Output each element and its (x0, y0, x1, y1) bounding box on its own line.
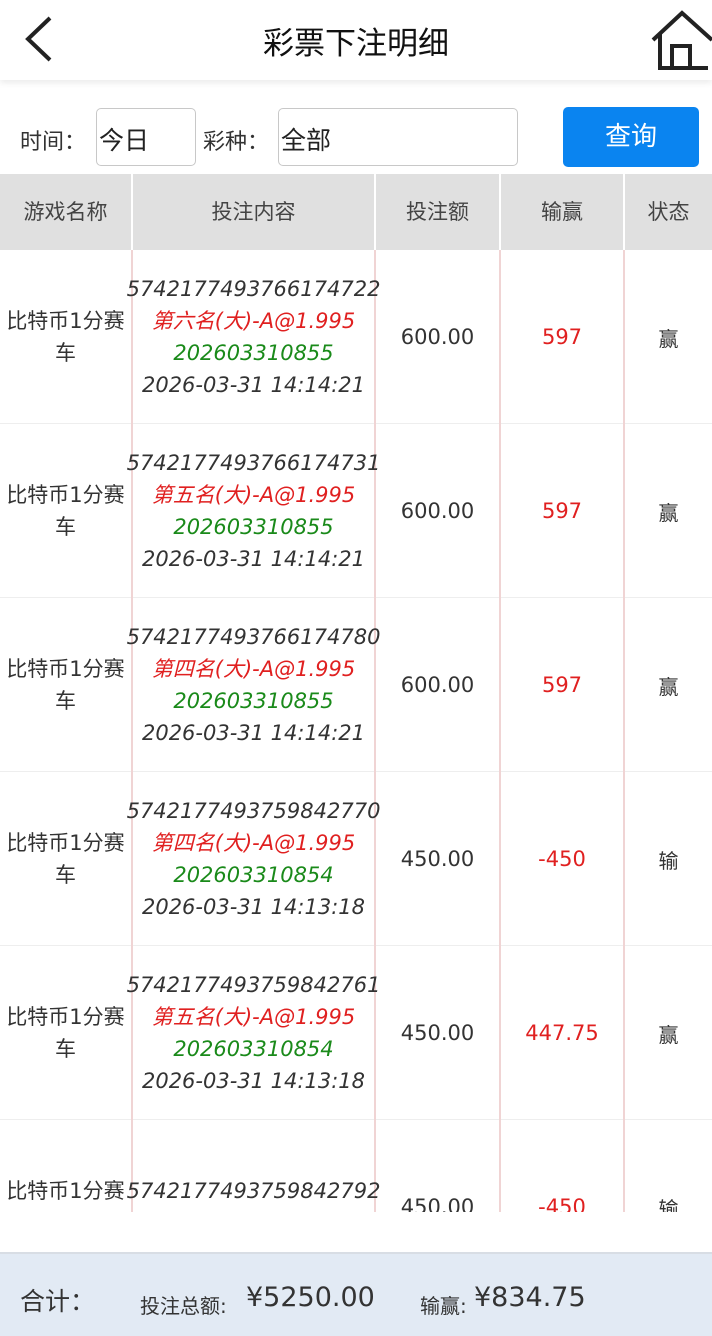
game-name: 比特币1分赛车 (0, 424, 133, 598)
bet-time: 2026-03-31 14:13:18 (141, 895, 366, 919)
bet-play: 第五名(大)-A@1.995 (151, 483, 356, 507)
bet-id: 5742177493766174722 (126, 277, 381, 301)
bet-status: 赢 (658, 1022, 679, 1047)
bet-amount: 450.00 (376, 1120, 501, 1212)
time-select[interactable]: 今日 (96, 108, 196, 166)
table-body[interactable]: 比特币1分赛车 5742177493766174722 第六名(大)-A@1.9… (0, 250, 712, 1212)
win-loss: 597 (501, 598, 625, 772)
win-loss: 597 (501, 424, 625, 598)
query-button[interactable]: 查询 (563, 107, 699, 167)
chevron-left-icon (25, 16, 52, 62)
column-header: 状态 (647, 200, 690, 224)
bet-total-label: 投注总额: (140, 1294, 227, 1318)
bet-time: 2026-03-31 14:13:18 (141, 1069, 366, 1093)
time-label: 时间： (20, 130, 87, 155)
bet-amount: 600.00 (376, 598, 501, 772)
bet-content: 5742177493759842792 第六名(大)-A@1.995 (127, 1120, 380, 1212)
winloss-total-label: 输赢: (420, 1294, 467, 1318)
bet-id: 5742177493759842770 (126, 799, 381, 823)
table-header: 游戏名称 投注内容 投注额 输赢 状态 (0, 174, 712, 250)
bet-content: 5742177493766174722 第六名(大)-A@1.995 20260… (127, 250, 380, 424)
game-name: 比特币1分赛车 (0, 772, 133, 946)
bet-play: 第四名(大)-A@1.995 (151, 831, 356, 855)
bet-play: 第六名(大)-A@1.995 (152, 1207, 355, 1212)
home-icon (651, 10, 712, 70)
bet-issue: 202603310855 (173, 341, 334, 365)
table-row: 比特币1分赛车 5742177493766174780 第四名(大)-A@1.9… (0, 598, 712, 772)
bet-id: 5742177493766174731 (126, 451, 381, 475)
bet-content: 5742177493759842770 第四名(大)-A@1.995 20260… (127, 772, 380, 946)
bet-play: 第四名(大)-A@1.995 (151, 657, 356, 681)
lottery-type-select[interactable]: 全部 (278, 108, 518, 166)
table-row: 比特币1分赛车 5742177493759842761 第五名(大)-A@1.9… (0, 946, 712, 1120)
back-button[interactable] (20, 14, 60, 64)
bet-issue: 202603310854 (173, 1037, 334, 1061)
bet-amount: 600.00 (376, 424, 501, 598)
home-button[interactable] (650, 10, 712, 70)
game-name: 比特币1分赛车 (0, 946, 133, 1120)
bet-content: 5742177493759842761 第五名(大)-A@1.995 20260… (127, 946, 380, 1120)
bet-amount: 450.00 (376, 946, 501, 1120)
bet-time: 2026-03-31 14:14:21 (141, 373, 366, 397)
bet-status: 赢 (658, 500, 679, 525)
column-header: 投注额 (376, 174, 501, 250)
bet-play: 第五名(大)-A@1.995 (151, 1005, 356, 1029)
bet-id: 5742177493766174780 (126, 625, 381, 649)
bet-amount: 450.00 (376, 772, 501, 946)
bet-amount: 600.00 (376, 250, 501, 424)
summary-footer: 合计： 投注总额: ¥5250.00 输赢: ¥834.75 (0, 1252, 712, 1336)
table-row: 比特币1分赛车 5742177493766174722 第六名(大)-A@1.9… (0, 250, 712, 424)
bet-content: 5742177493766174731 第五名(大)-A@1.995 20260… (127, 424, 380, 598)
bet-status: 赢 (658, 674, 679, 699)
bet-play: 第六名(大)-A@1.995 (151, 309, 356, 333)
bet-status: 输 (658, 848, 679, 873)
bet-time: 2026-03-31 14:14:21 (141, 547, 366, 571)
game-name: 比特币1分赛车 (0, 1120, 133, 1212)
bet-status: 输 (658, 1196, 679, 1213)
total-label: 合计： (20, 1287, 96, 1316)
filter-bar: 时间： 今日 彩种： 全部 查询 (0, 106, 712, 168)
winloss-total-value: ¥834.75 (474, 1282, 586, 1313)
game-name: 比特币1分赛车 (0, 598, 133, 772)
win-loss: 597 (501, 250, 625, 424)
win-loss: 447.75 (501, 946, 625, 1120)
page-title: 彩票下注明细 (263, 26, 449, 62)
bet-total-value: ¥5250.00 (246, 1282, 375, 1313)
bet-issue: 202603310854 (173, 863, 334, 887)
column-header: 投注内容 (133, 174, 376, 250)
win-loss: -450 (501, 772, 625, 946)
win-loss: -450 (501, 1120, 625, 1212)
top-bar: 彩票下注明细 (0, 0, 712, 80)
column-header: 游戏名称 (0, 174, 133, 250)
table-row: 比特币1分赛车 5742177493766174731 第五名(大)-A@1.9… (0, 424, 712, 598)
lottery-type-label: 彩种： (203, 130, 270, 155)
column-header: 输赢 (501, 174, 625, 250)
bet-content: 5742177493766174780 第四名(大)-A@1.995 20260… (127, 598, 380, 772)
game-name: 比特币1分赛车 (0, 250, 133, 424)
bet-issue: 202603310855 (173, 689, 334, 713)
table-row: 比特币1分赛车 5742177493759842770 第四名(大)-A@1.9… (0, 772, 712, 946)
bet-time: 2026-03-31 14:14:21 (141, 721, 366, 745)
bet-id: 5742177493759842761 (126, 973, 381, 997)
bet-status: 赢 (658, 326, 679, 351)
table-row: 比特币1分赛车 5742177493759842792 第六名(大)-A@1.9… (0, 1120, 712, 1212)
bet-issue: 202603310855 (173, 515, 334, 539)
bet-id: 5742177493759842792 (126, 1179, 381, 1203)
